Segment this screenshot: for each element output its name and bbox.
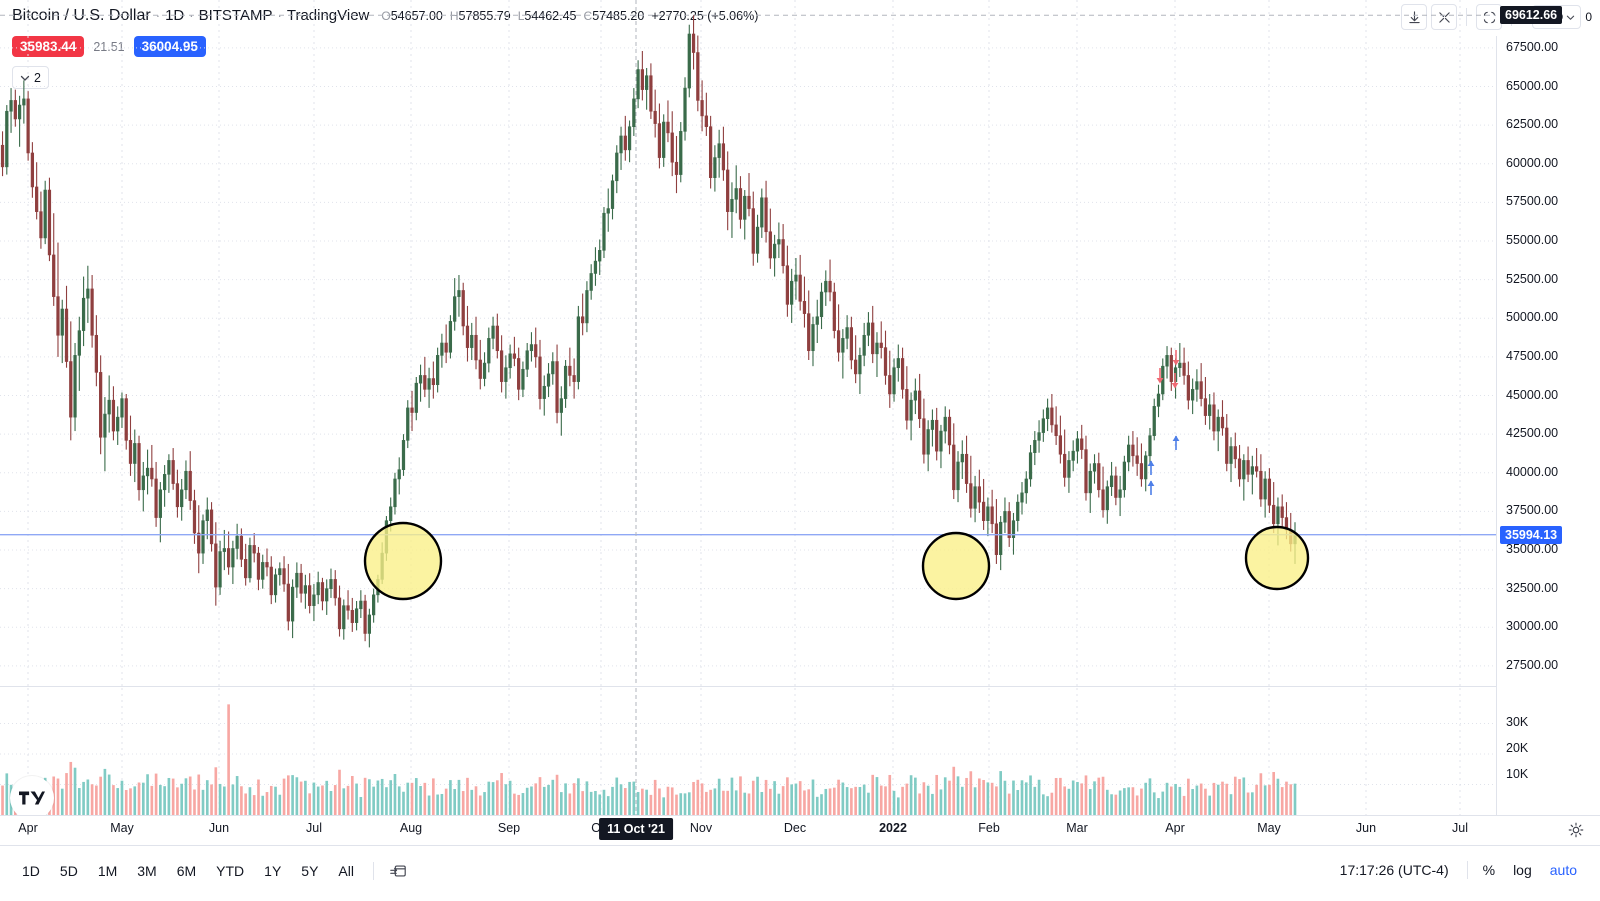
percent-scale-button[interactable]: % <box>1482 862 1496 878</box>
price-axis-tick: 35000.00 <box>1506 542 1559 557</box>
price-axis-high-badge[interactable]: 69612.66 <box>1500 6 1563 25</box>
toolbar-divider <box>372 862 374 880</box>
time-axis-tick: Apr <box>1165 821 1185 835</box>
fullscreen-icon[interactable] <box>1476 4 1503 30</box>
auto-scale-button[interactable]: auto <box>1549 862 1577 878</box>
crosshair-date-badge: 11 Oct '21 <box>599 818 673 840</box>
date-range-icon[interactable] <box>383 859 413 883</box>
time-axis-tick: Feb <box>978 821 1000 835</box>
price-axis-tick: 57500.00 <box>1506 194 1559 209</box>
volume-axis-tick: 20K <box>1506 741 1529 755</box>
indicator-legend: 35983.44 21.51 36004.95 <box>12 36 206 57</box>
status-divider <box>1466 861 1468 879</box>
chevron-down-icon <box>20 75 30 81</box>
time-axis-tick: Dec <box>783 821 807 835</box>
close-value: C57485.20 <box>583 9 645 23</box>
time-axis[interactable]: AprMayJunJulAugSepOctNovDec2022FebMarApr… <box>0 815 1600 846</box>
tradingview-logo <box>10 776 54 820</box>
time-axis-tick: Mar <box>1066 821 1088 835</box>
price-axis-tick: 30000.00 <box>1506 619 1559 634</box>
range-button-3m[interactable]: 3M <box>137 863 157 879</box>
high-value: H57855.79 <box>449 9 511 23</box>
change-value: +2770.25 (+5.06%) <box>651 9 759 23</box>
price-axis-tick: 60000.00 <box>1506 155 1559 170</box>
indicator-collapse-row: 2 <box>12 66 49 89</box>
range-button-ytd[interactable]: YTD <box>216 863 245 879</box>
price-axis-tick: 40000.00 <box>1506 464 1559 479</box>
compress-icon[interactable] <box>1431 4 1458 30</box>
bottom-status: 17:17:26 (UTC-4) % log auto <box>1328 859 1586 881</box>
bottom-toolbar: 1D 5D 1M 3M 6M YTD 1Y 5Y All 17:17:26 (UTC-4) % … <box>0 845 1600 901</box>
time-axis-tick: Jul <box>1452 821 1468 835</box>
volume-plot[interactable] <box>0 688 1496 815</box>
price-axis-tick: 32500.00 <box>1506 580 1559 595</box>
price-axis-tick: 62500.00 <box>1506 117 1559 132</box>
price-axis-tick: 27500.00 <box>1506 657 1559 672</box>
range-button-5y[interactable]: 5Y <box>301 863 319 879</box>
price-axis-tick: 37500.00 <box>1506 503 1559 518</box>
download-icon[interactable] <box>1401 4 1428 30</box>
price-axis-tick: 50000.00 <box>1506 310 1559 325</box>
chevron-down-icon <box>1567 15 1575 20</box>
collapsed-count: 2 <box>34 70 41 85</box>
time-axis-tick: Nov <box>689 821 713 835</box>
ohlc-values: O54657.00 H57855.79 L54462.45 C57485.20 … <box>381 9 758 23</box>
indicator-badge-upper[interactable]: 36004.95 <box>133 36 206 57</box>
open-value: O54657.00 <box>381 9 443 23</box>
price-axis-tick: 65000.00 <box>1506 78 1559 93</box>
price-axis[interactable]: 67500.00 65000.00 62500.00 60000.00 57500.00… <box>1496 6 1600 815</box>
time-axis-tick: 2022 <box>879 821 907 835</box>
right-edge-digit: 0 <box>1585 10 1592 24</box>
toolbar-divider <box>1466 8 1468 26</box>
volume-axis-tick: 30K <box>1506 715 1529 729</box>
last-price-badge[interactable]: 35994.13 <box>1500 525 1563 544</box>
volume-pane[interactable] <box>0 688 1496 815</box>
range-button-6m[interactable]: 6M <box>176 863 197 879</box>
price-axis-tick: 47500.00 <box>1506 348 1559 363</box>
chart-canvas[interactable] <box>0 0 1496 815</box>
price-pane[interactable] <box>0 0 1496 686</box>
price-plot[interactable] <box>0 0 1496 686</box>
collapse-indicators-button[interactable]: 2 <box>12 66 49 89</box>
time-axis-tick: Aug <box>399 821 423 835</box>
range-button-all[interactable]: All <box>338 863 354 879</box>
time-axis-tick: Jul <box>306 821 322 835</box>
price-axis-tick: 52500.00 <box>1506 271 1559 286</box>
time-axis-tick: May <box>110 821 134 835</box>
time-axis-tick: Apr <box>18 821 38 835</box>
price-axis-tick: 45000.00 <box>1506 387 1559 402</box>
symbol-legend: Bitcoin / U.S. Dollar · 1D · BITSTAMP · … <box>12 7 758 25</box>
price-axis-tick: 42500.00 <box>1506 426 1559 441</box>
range-button-5d[interactable]: 5D <box>59 863 78 879</box>
range-button-1y[interactable]: 1Y <box>264 863 282 879</box>
gear-icon[interactable] <box>1568 822 1584 843</box>
volume-axis-tick: 10K <box>1506 767 1529 781</box>
time-axis-tick: Jun <box>1355 821 1377 835</box>
range-button-1d[interactable]: 1D <box>22 863 40 879</box>
indicator-badge-lower[interactable]: 35983.44 <box>12 36 85 57</box>
time-axis-tick: Jun <box>208 821 230 835</box>
low-value: L54462.45 <box>517 9 577 23</box>
pane-separator <box>0 686 1496 687</box>
time-axis-tick: Sep <box>497 821 521 835</box>
price-axis-tick: 55000.00 <box>1506 233 1559 248</box>
clock-label: 17:17:26 (UTC-4) <box>1339 862 1449 878</box>
indicator-value-mid: 21.51 <box>93 39 125 54</box>
time-axis-tick: May <box>1257 821 1281 835</box>
range-button-1m[interactable]: 1M <box>97 863 118 879</box>
price-axis-tick: 67500.00 <box>1506 39 1559 54</box>
range-buttons: 1D 5D 1M 3M 6M YTD 1Y 5Y All <box>12 858 413 884</box>
log-scale-button[interactable]: log <box>1513 862 1532 878</box>
